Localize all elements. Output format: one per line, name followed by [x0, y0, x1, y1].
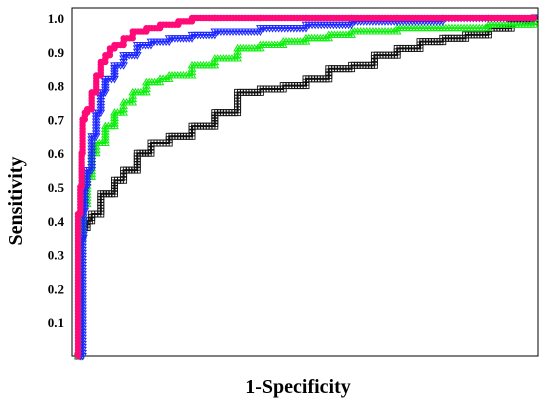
data-point: [256, 28, 265, 37]
data-point: [110, 65, 119, 73]
y-tick-label: 0.7: [48, 112, 65, 127]
series-line: [77, 17, 534, 356]
series-2: [73, 13, 539, 359]
series-3: [74, 14, 538, 360]
y-tick-label: 1.0: [48, 11, 64, 26]
y-tick-label: 0.2: [48, 281, 64, 296]
series-line: [78, 18, 535, 357]
data-point: [100, 78, 110, 87]
series-line: [80, 17, 534, 357]
y-tick-label: 0.4: [48, 214, 65, 229]
y-axis-ticks: 0.1 0.2 0.3 0.4 0.5 0.6 0.7 0.8 0.9 1.0: [48, 11, 65, 330]
series-0: [74, 14, 538, 360]
data-point: [210, 31, 220, 40]
y-axis-title: Sensitivity: [5, 157, 27, 246]
y-tick-label: 0.1: [48, 315, 64, 330]
data-point: [301, 25, 311, 33]
data-point: [530, 14, 538, 22]
y-tick-label: 0.9: [48, 45, 65, 60]
series-1: [75, 15, 539, 361]
y-tick-label: 0.8: [48, 79, 65, 94]
data-point: [347, 21, 356, 30]
y-tick-label: 0.5: [48, 180, 65, 195]
plot-frame: [71, 7, 539, 357]
plot-border: [71, 7, 539, 357]
series-layer: [73, 13, 539, 361]
data-point: [132, 45, 142, 53]
x-axis-title: 1-Specificity: [245, 376, 351, 398]
data-point: [146, 42, 156, 50]
y-tick-label: 0.3: [48, 248, 65, 263]
y-tick-label: 0.6: [48, 146, 65, 161]
data-point: [187, 35, 197, 43]
data-point: [119, 55, 128, 64]
series-line: [78, 18, 535, 357]
data-point: [164, 38, 174, 47]
